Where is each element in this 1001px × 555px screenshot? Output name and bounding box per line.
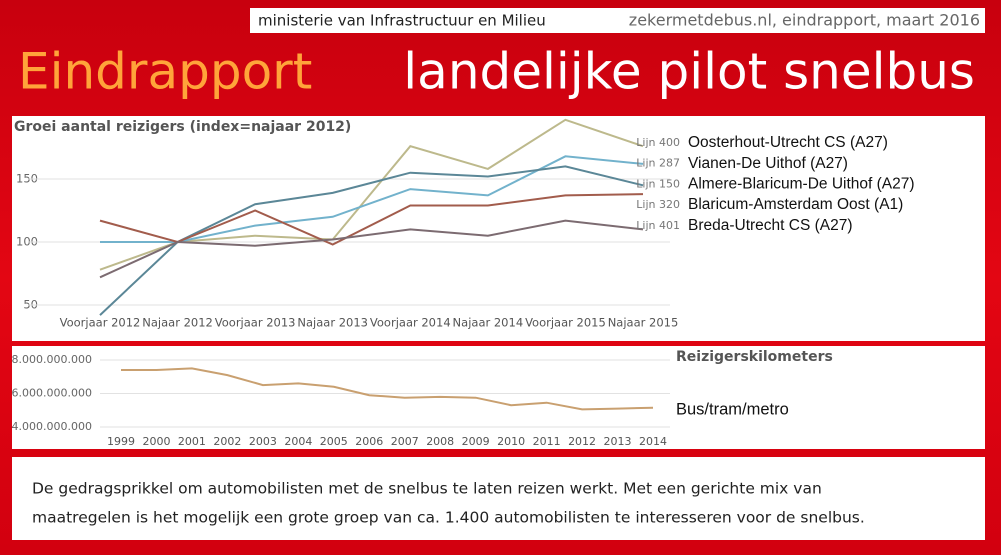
x-tick-label: 2014 (639, 435, 667, 448)
x-tick-label: 2012 (568, 435, 596, 448)
y-tick-label: 150 (16, 172, 38, 186)
series-name: Lijn 400 (636, 136, 680, 149)
title-highlight: Eindrapport (18, 43, 312, 101)
footer-line: maatregelen is het mogelijk een grote gr… (32, 509, 865, 527)
x-tick-label: 1999 (107, 435, 135, 448)
x-tick-label: Voorjaar 2013 (215, 316, 296, 330)
x-tick-label: 2002 (213, 435, 241, 448)
series-name: Lijn 320 (636, 198, 680, 211)
series-name: Lijn 287 (636, 157, 680, 170)
series-route: Oosterhout-Utrecht CS (A27) (688, 134, 888, 151)
x-tick-label: Voorjaar 2015 (525, 316, 606, 330)
x-tick-label: 2004 (284, 435, 312, 448)
ministry: ministerie van Infrastructuur en Milieu (258, 12, 546, 30)
x-tick-label: 2003 (249, 435, 277, 448)
series-name: Lijn 150 (636, 177, 680, 190)
x-tick-label: 2005 (320, 435, 348, 448)
x-tick-label: 2008 (426, 435, 454, 448)
source-box (250, 8, 985, 33)
x-tick-label: 2009 (462, 435, 490, 448)
series-route: Breda-Utrecht CS (A27) (688, 217, 853, 234)
series-line (99, 118, 644, 271)
x-tick-label: Najaar 2013 (297, 316, 368, 330)
x-tick-label: 2013 (604, 435, 632, 448)
series-line (99, 193, 644, 246)
x-tick-label: 2007 (391, 435, 419, 448)
x-tick-label: Voorjaar 2014 (370, 316, 451, 330)
series-line (99, 219, 644, 279)
chart-panel (12, 116, 985, 341)
chart-title: Reizigerskilometers (676, 349, 833, 365)
source: zekermetdebus.nl, eindrapport, maart 201… (629, 11, 980, 30)
y-tick-label: 100 (16, 235, 38, 249)
x-tick-label: 2000 (142, 435, 170, 448)
x-tick-label: 2006 (355, 435, 383, 448)
title-rest: landelijke pilot snelbus (403, 43, 975, 101)
x-tick-label: Najaar 2012 (142, 316, 213, 330)
x-tick-label: 2010 (497, 435, 525, 448)
series-route: Blaricum-Amsterdam Oost (A1) (688, 196, 903, 213)
chart-title: Groei aantal reizigers (index=najaar 201… (14, 119, 351, 135)
series-line (100, 155, 644, 243)
y-tick-label: 8.000.000.000 (12, 353, 92, 366)
footer-panel (12, 457, 985, 540)
y-tick-label: 6.000.000.000 (12, 387, 92, 400)
x-tick-label: 2001 (178, 435, 206, 448)
x-tick-label: 2011 (533, 435, 561, 448)
series-name: Lijn 401 (636, 219, 680, 232)
chart-panel (12, 346, 985, 449)
footer-line: De gedragsprikkel om automobilisten met … (32, 480, 822, 498)
series-line (121, 367, 654, 411)
x-tick-label: Najaar 2015 (608, 316, 679, 330)
series-route: Almere-Blaricum-De Uithof (A27) (688, 175, 915, 192)
y-tick-label: 4.000.000.000 (12, 420, 92, 433)
x-tick-label: Najaar 2014 (453, 316, 524, 330)
series-name: Bus/tram/metro (676, 400, 789, 418)
x-tick-label: Voorjaar 2012 (60, 316, 141, 330)
series-route: Vianen-De Uithof (A27) (688, 155, 848, 172)
